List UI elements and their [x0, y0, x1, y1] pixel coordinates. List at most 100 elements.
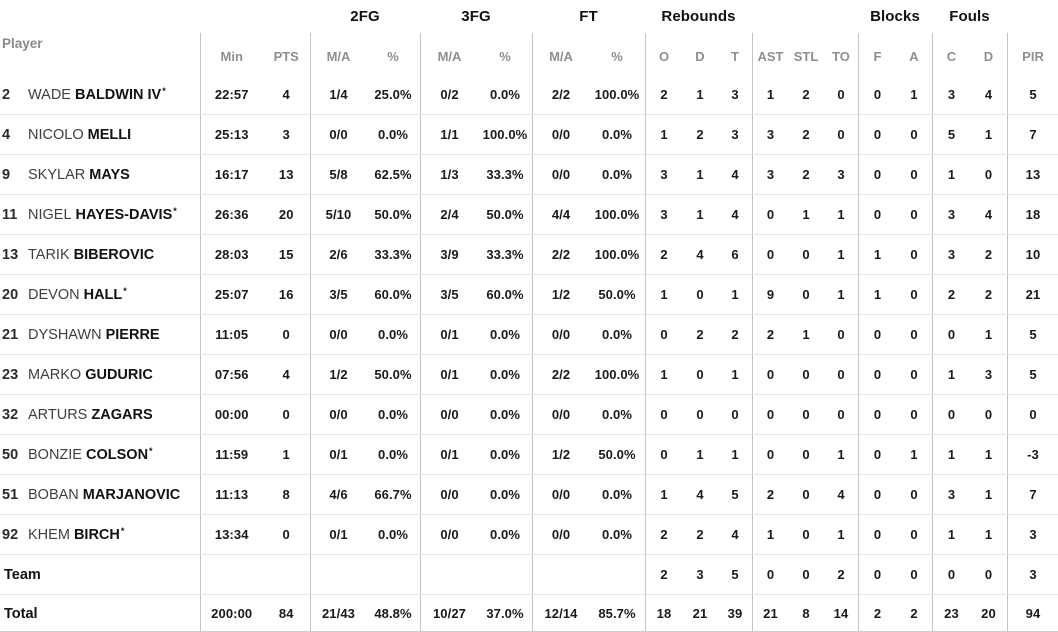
stat-to: 0 — [837, 127, 845, 142]
row-label: Team — [4, 566, 41, 583]
column-header-ftp: % — [611, 49, 623, 64]
stat-ftp: 0.0% — [601, 167, 633, 182]
stat-fg2: 21/43 — [321, 606, 356, 621]
stat-fg2p: 33.3% — [374, 247, 412, 262]
stat-bf: 0 — [873, 207, 882, 222]
player-name-cell[interactable]: 51 BOBAN MARJANOVIC — [0, 475, 200, 514]
player-name-cell[interactable]: 32 ARTURS ZAGARS — [0, 395, 200, 434]
jersey-number: 9 — [2, 166, 11, 183]
stat-ft: 2/2 — [551, 247, 571, 262]
player-last-name: ZAGARS — [91, 406, 153, 423]
group-header-fg3: 3FG — [461, 8, 491, 25]
player-name-cell[interactable]: 23 MARKO GUDURIC — [0, 355, 200, 394]
stat-bf: 1 — [873, 287, 882, 302]
stat-to: 1 — [837, 527, 845, 542]
stat-d: 2 — [696, 327, 704, 342]
stat-t: 3 — [731, 127, 739, 142]
stat-fg3p: 0.0% — [489, 487, 521, 502]
stat-group-reb: 2 1 3 — [645, 75, 752, 114]
stat-fg3p: 0.0% — [489, 87, 521, 102]
stat-bf: 0 — [873, 167, 882, 182]
starter-marker: * — [149, 445, 153, 456]
stat-group-minpts: 16:17 13 — [200, 155, 310, 194]
player-name-cell[interactable]: 92 KHEM BIRCH * — [0, 515, 200, 554]
stat-pts: 20 — [278, 207, 294, 222]
stat-stl: 1 — [802, 207, 810, 222]
stat-d: 0 — [696, 407, 704, 422]
player-name-cell[interactable]: 13 TARIK BIBEROVIC — [0, 235, 200, 274]
stat-fc: 3 — [947, 207, 956, 222]
table-row: 13 TARIK BIBEROVIC 28:03 15 2/6 33.3% 3/9 33.3%… — [0, 235, 1058, 275]
stat-stl: 8 — [802, 606, 810, 621]
stat-to: 1 — [837, 247, 845, 262]
stat-fd: 4 — [984, 87, 993, 102]
stat-fd: 1 — [984, 127, 993, 142]
stat-ft: 0/0 — [551, 167, 571, 182]
stat-ftp: 50.0% — [598, 447, 636, 462]
stat-fg2: 0/0 — [329, 327, 348, 342]
stat-to: 1 — [837, 287, 845, 302]
player-name-cell[interactable]: 2 WADE BALDWIN IV * — [0, 75, 200, 114]
player-name-cell[interactable]: 4 NICOLO MELLI — [0, 115, 200, 154]
stat-group-fg2: 0/0 0.0% — [310, 115, 420, 154]
group-header-fl: Fouls — [949, 8, 990, 25]
stat-fc: 23 — [944, 606, 959, 621]
stat-group-reb: 0 2 2 — [645, 315, 752, 354]
stat-group-ast: 3 2 3 — [752, 155, 858, 194]
stat-fg2p: 0.0% — [377, 527, 409, 542]
stat-group-reb: 0 0 0 — [645, 395, 752, 434]
stat-pts: 8 — [282, 487, 290, 502]
stat-min: 25:13 — [214, 127, 249, 142]
stat-pir: 5 — [1029, 327, 1037, 342]
column-header-ba: A — [909, 49, 919, 64]
stat-fd: 0 — [984, 407, 993, 422]
stat-group-minpts: 25:07 16 — [200, 275, 310, 314]
table-row: 32 ARTURS ZAGARS 00:00 0 0/0 0.0% 0/0 0.0% 0/0 0.… — [0, 395, 1058, 435]
stat-fd: 0 — [984, 167, 993, 182]
stat-ftp: 100.0% — [594, 87, 640, 102]
player-first-name: BOBAN — [28, 486, 79, 503]
stat-group-minpts: 28:03 15 — [200, 235, 310, 274]
stat-min: 200:00 — [211, 606, 253, 621]
stat-group-reb: 0 1 1 — [645, 435, 752, 474]
stat-group-fg2: 5/8 62.5% — [310, 155, 420, 194]
stat-fc: 3 — [947, 247, 956, 262]
stat-fg3p: 0.0% — [489, 407, 521, 422]
stat-fg3p: 37.0% — [486, 606, 524, 621]
stat-group-pir: 3 — [1007, 515, 1058, 554]
stat-group-ft: 0/0 0.0% — [532, 115, 645, 154]
stat-fg2: 0/0 — [329, 127, 348, 142]
player-last-name: COLSON — [86, 446, 149, 463]
stat-pir: 7 — [1029, 127, 1037, 142]
player-name-cell[interactable]: 20 DEVON HALL * — [0, 275, 200, 314]
stat-fc: 0 — [947, 327, 956, 342]
column-header-ft: M/A — [549, 49, 573, 64]
stat-pir: 10 — [1025, 247, 1041, 262]
stat-group-ast: 0 1 1 — [752, 195, 858, 234]
stat-pts: 0 — [282, 407, 290, 422]
stat-group-minpts: 26:36 20 — [200, 195, 310, 234]
player-name-cell[interactable]: 11 NIGEL HAYES-DAVIS * — [0, 195, 200, 234]
starter-marker: * — [173, 205, 177, 216]
stat-fc: 3 — [947, 87, 956, 102]
stat-ft: 1/2 — [551, 287, 571, 302]
player-name-cell[interactable]: 21 DYSHAWN PIERRE — [0, 315, 200, 354]
column-header-fc: C — [946, 49, 957, 64]
stat-min: 11:05 — [215, 327, 249, 342]
stat-group-fg2: 4/6 66.7% — [310, 475, 420, 514]
player-name-cell[interactable]: 9 SKYLAR MAYS — [0, 155, 200, 194]
stat-o: 0 — [660, 327, 668, 342]
player-name-cell[interactable]: 50 BONZIE COLSON * — [0, 435, 200, 474]
stat-fg3: 3/5 — [440, 287, 459, 302]
stat-fg3: 10/27 — [432, 606, 467, 621]
stat-group-fg3: 0/1 0.0% — [420, 355, 532, 394]
